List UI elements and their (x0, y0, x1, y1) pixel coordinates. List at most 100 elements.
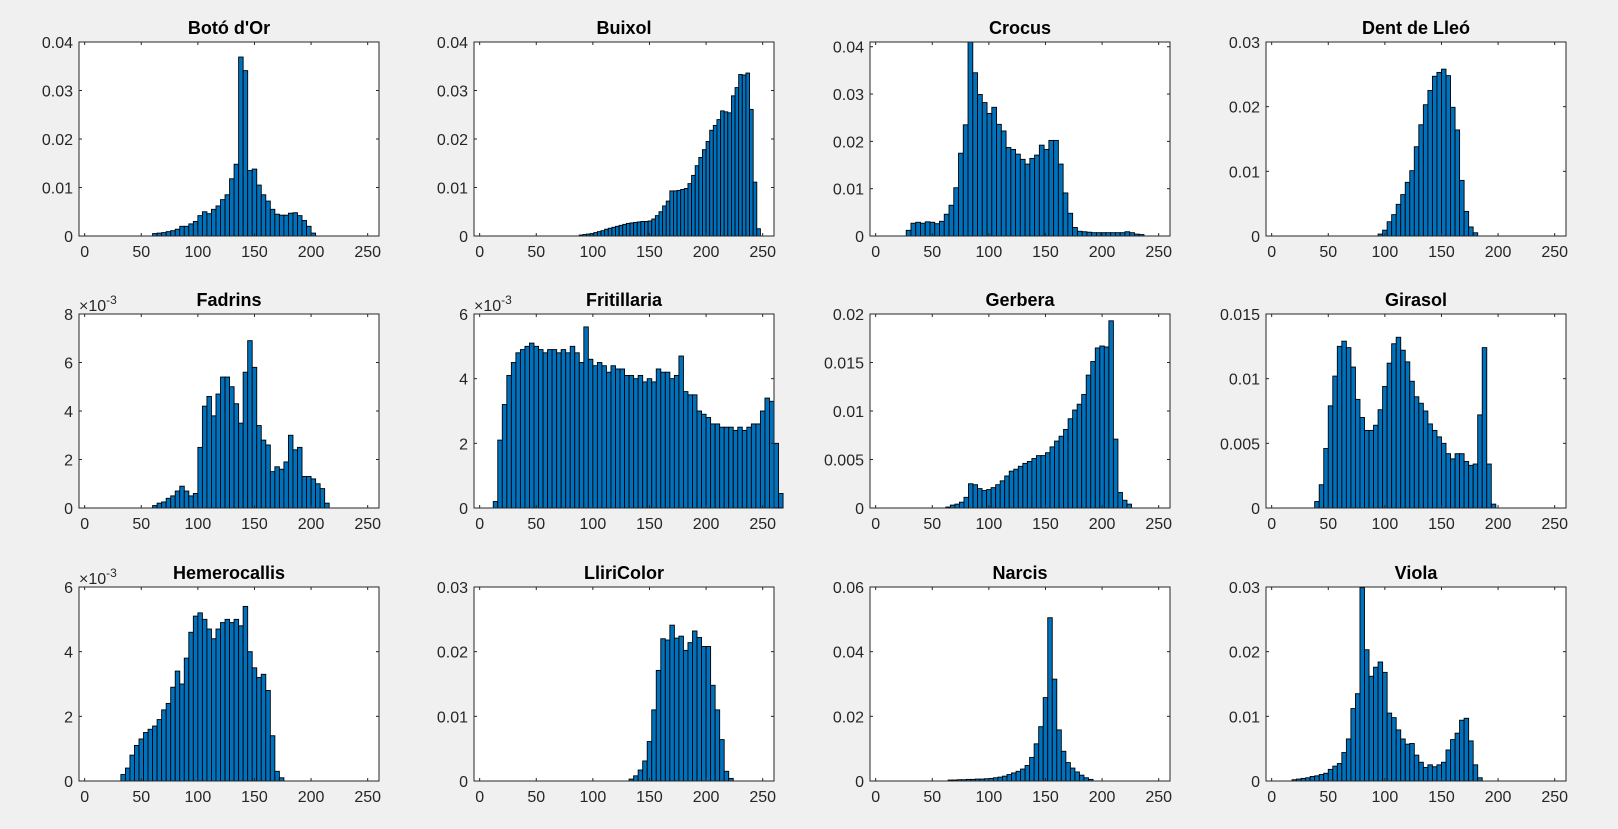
histogram-bar (1048, 139, 1055, 237)
histogram-bar (201, 405, 208, 509)
histogram-bar (565, 352, 571, 509)
histogram-bar (192, 615, 199, 782)
histogram-bar (179, 485, 185, 509)
histogram-bar (1431, 75, 1438, 237)
histogram-bar (306, 476, 312, 509)
histogram-bar (310, 478, 317, 509)
subplot: 0 50 100 150 200 250 0 0.01 0.02 0.03 LliriColor (437, 563, 776, 806)
histogram-bar (1076, 230, 1083, 237)
x-tick-label: 0 (475, 516, 484, 533)
histogram-bar (265, 200, 271, 237)
x-tick-label: 200 (1485, 789, 1512, 806)
x-tick-label: 200 (693, 244, 720, 261)
histogram-bar (278, 214, 285, 237)
y-tick-label: 0.02 (42, 132, 73, 149)
histogram-bar (963, 496, 969, 509)
histogram-bar (958, 152, 964, 237)
histogram-bar (269, 208, 276, 237)
histogram-bar (165, 702, 172, 782)
histogram-bar (1049, 446, 1055, 509)
x-tick-label: 0 (80, 516, 89, 533)
histogram-bar (732, 429, 739, 509)
histogram-bar (556, 352, 562, 509)
histogram-bar (1418, 402, 1424, 509)
histogram-bar (215, 628, 221, 782)
histogram-bar (1031, 458, 1037, 509)
histogram-bar (910, 222, 917, 237)
histogram-bar (607, 227, 613, 237)
x-tick-label: 0 (871, 244, 880, 261)
x-tick-label: 0 (871, 789, 880, 806)
histogram-bar (687, 183, 693, 237)
histogram-bar (233, 618, 240, 782)
histogram-bar (600, 230, 606, 237)
histogram-bar (274, 466, 280, 509)
y-tick-label: 0 (855, 501, 864, 518)
x-tick-label: 100 (580, 244, 607, 261)
histogram-bar (601, 365, 607, 509)
y-tick-label: 0.06 (833, 580, 864, 597)
x-tick-label: 250 (749, 789, 776, 806)
histogram-bar (1486, 463, 1492, 509)
x-tick-label: 50 (1319, 244, 1337, 261)
histogram-bar (651, 709, 657, 782)
y-tick-label: 6 (64, 580, 73, 597)
histogram-bar (515, 352, 521, 509)
x-tick-label: 100 (1372, 789, 1399, 806)
histogram-bar (1005, 147, 1012, 237)
histogram-bar (501, 404, 508, 509)
y-tick-label: 0.02 (437, 132, 468, 149)
histogram-bar (1382, 385, 1388, 509)
subplot-title: Gerbera (985, 290, 1055, 310)
histogram-bar (1072, 227, 1078, 237)
histogram-bar (687, 642, 693, 782)
histogram-bar (773, 442, 779, 509)
histogram-bar (683, 188, 689, 237)
histogram-bar (1459, 453, 1465, 509)
y-tick-label: 0.03 (1229, 580, 1260, 597)
axes-box (869, 586, 1171, 782)
histogram-bar (324, 502, 330, 509)
histogram-bar (183, 490, 190, 509)
histogram-bar (1450, 106, 1456, 237)
histogram-bar (660, 371, 666, 509)
histogram-bar (991, 106, 998, 237)
histogram-bar (967, 41, 974, 237)
x-tick-label: 200 (1485, 244, 1512, 261)
histogram-bar (710, 423, 716, 509)
y-tick-label: 0.03 (833, 87, 864, 104)
x-tick-label: 200 (1485, 516, 1512, 533)
y-tick-label: 0 (1251, 774, 1260, 791)
histogram-bar (224, 618, 231, 782)
histogram-bar (662, 205, 667, 237)
x-tick-label: 200 (1089, 789, 1116, 806)
histogram-bar (709, 129, 714, 237)
histogram-bar (1085, 374, 1092, 509)
x-tick-label: 50 (923, 789, 941, 806)
histogram-bar (644, 220, 649, 237)
subplot-title: Dent de Lleó (1362, 18, 1470, 38)
histogram-bar (292, 449, 298, 509)
histogram-bar (1418, 761, 1424, 782)
histogram-bar (692, 394, 698, 509)
y-tick-label: 4 (64, 645, 73, 662)
y-exponent-label: ×10-3 (79, 566, 117, 588)
histogram-bar (734, 87, 740, 237)
histogram-bar (1400, 194, 1406, 237)
histogram-bar (1008, 470, 1015, 509)
histogram-bar (1013, 468, 1019, 509)
histogram-bar (165, 497, 172, 509)
histogram-bar (1368, 429, 1375, 509)
histogram-bar (1413, 396, 1420, 509)
histogram-bar (1481, 347, 1488, 509)
histogram-bar (676, 189, 682, 237)
subplot-title: Fritillaria (586, 290, 663, 310)
histogram-bar (651, 218, 656, 237)
histogram-bar (161, 709, 167, 782)
histogram-bar (702, 149, 707, 237)
histogram-bar (714, 423, 721, 509)
histogram-bar (678, 635, 684, 782)
y-tick-label: 0.02 (833, 307, 864, 324)
histogram-bar (615, 225, 620, 237)
